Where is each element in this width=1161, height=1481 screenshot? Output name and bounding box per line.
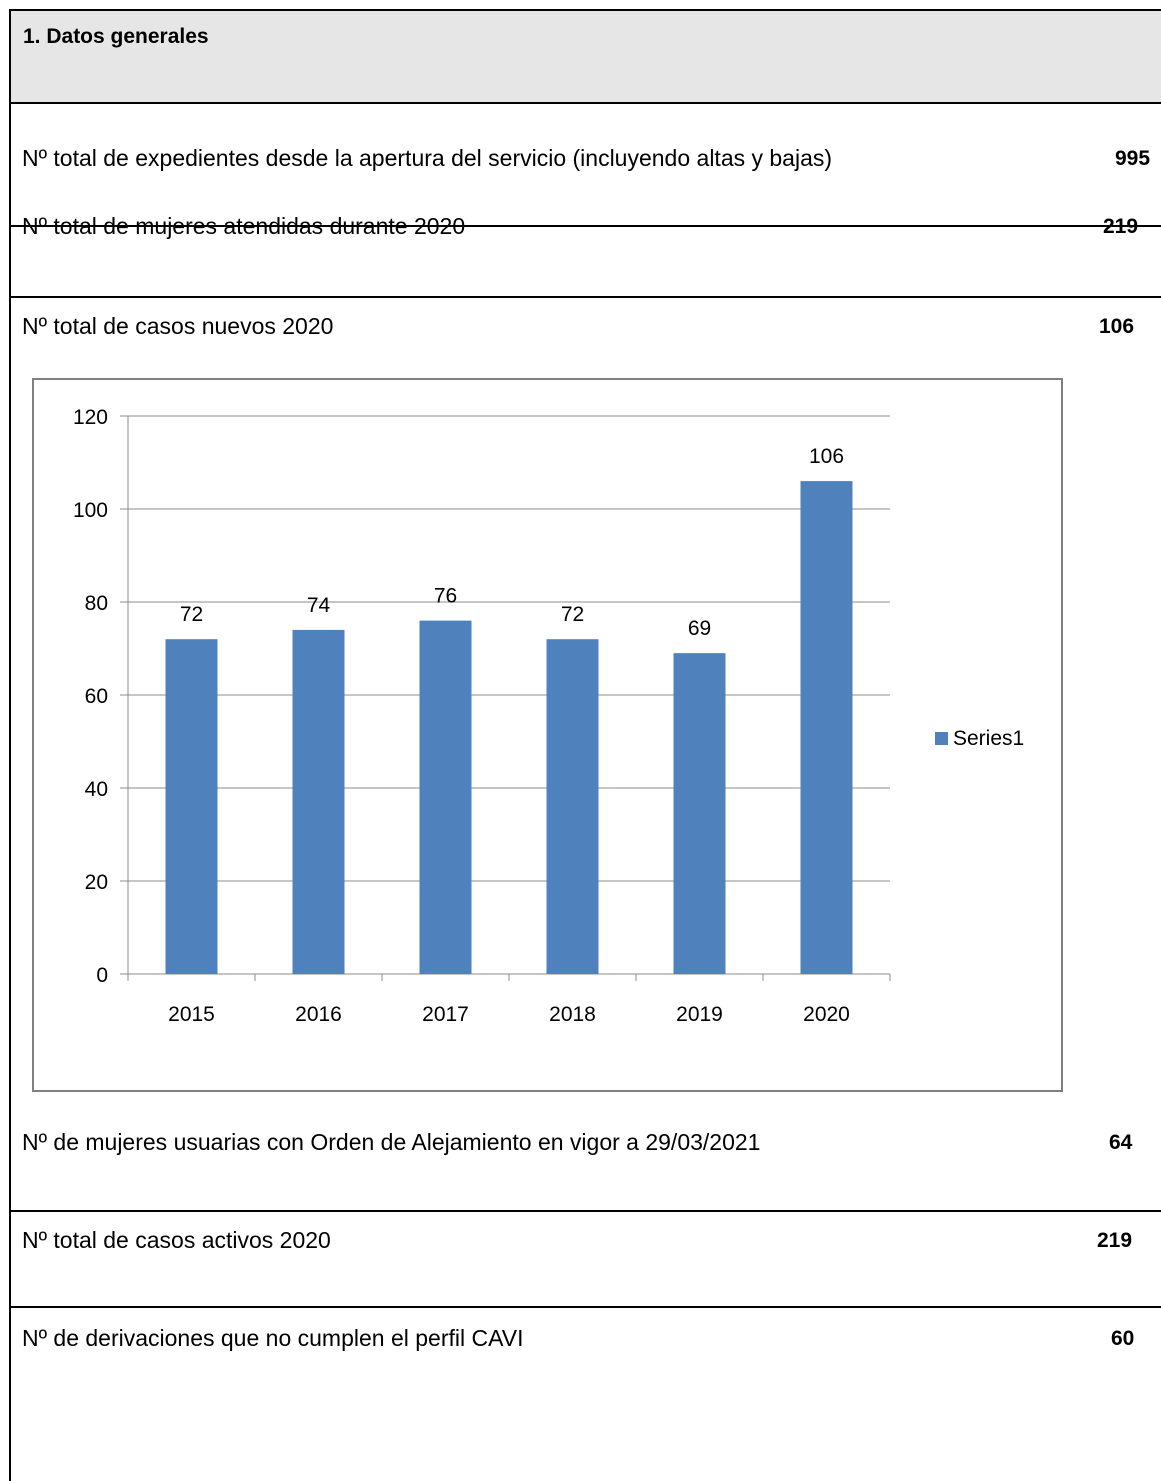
row-divider — [11, 1306, 1161, 1308]
row-divider — [11, 1210, 1161, 1212]
y-tick-label: 100 — [73, 499, 108, 522]
bar-chart: 0 20 40 60 80 100 120 72 2015 74 2016 76 2017 72 2018 6… — [32, 378, 1063, 1092]
y-tick-label: 0 — [96, 964, 108, 987]
x-tick-label-2020: 2020 — [803, 1003, 850, 1026]
y-tick-label: 120 — [73, 406, 108, 429]
row-label-casos-nuevos: Nº total de casos nuevos 2020 — [22, 313, 334, 339]
x-tick-label-2015: 2015 — [168, 1003, 215, 1026]
bar-2017 — [419, 620, 472, 974]
data-label-2016: 74 — [307, 594, 331, 617]
y-tick-label: 40 — [85, 778, 108, 801]
bar-2018 — [546, 639, 599, 974]
row-value-derivaciones: 60 — [1111, 1327, 1135, 1350]
data-label-2020: 106 — [809, 445, 844, 468]
legend-label: Series1 — [953, 727, 1024, 750]
bar-2019 — [673, 653, 726, 974]
x-tick-label-2018: 2018 — [549, 1003, 596, 1026]
row-divider — [11, 225, 1161, 227]
row-label-total-expedientes: Nº total de expedientes desde la apertur… — [22, 145, 833, 171]
row-divider — [11, 296, 1161, 298]
legend-swatch — [935, 732, 948, 745]
row-label-orden-alejamiento: Nº de mujeres usuarias con Orden de Alej… — [22, 1129, 761, 1155]
y-tick-label: 60 — [85, 685, 108, 708]
section-title: 1. Datos generales — [23, 25, 209, 48]
data-label-2015: 72 — [180, 603, 203, 626]
data-label-2019: 69 — [688, 617, 711, 640]
y-tick-label: 80 — [85, 592, 108, 615]
row-label-mujeres-atendidas: Nº total de mujeres atendidas durante 20… — [22, 213, 466, 239]
bar-2016 — [292, 629, 345, 974]
y-tick-label: 20 — [85, 871, 108, 894]
section-header: 1. Datos generales — [11, 11, 1161, 104]
x-tick-label-2017: 2017 — [422, 1003, 469, 1026]
row-value-casos-nuevos: 106 — [1099, 315, 1135, 338]
row-label-casos-activos: Nº total de casos activos 2020 — [22, 1227, 331, 1253]
row-label-derivaciones: Nº de derivaciones que no cumplen el per… — [22, 1325, 524, 1351]
row-value-orden-alejamiento: 64 — [1109, 1131, 1133, 1154]
data-label-2018: 72 — [561, 603, 584, 626]
row-value-casos-activos: 219 — [1097, 1229, 1133, 1252]
document-frame — [9, 9, 1161, 1481]
bar-2020 — [800, 481, 853, 974]
bar-2015 — [165, 639, 218, 974]
row-value-mujeres-atendidas: 219 — [1103, 215, 1139, 238]
chart-svg: 0 20 40 60 80 100 120 72 2015 74 2016 76 2017 72 2018 6… — [73, 406, 1024, 1026]
x-tick-label-2019: 2019 — [676, 1003, 723, 1026]
data-label-2017: 76 — [434, 585, 457, 608]
row-value-total-expedientes: 995 — [1115, 147, 1151, 170]
x-tick-label-2016: 2016 — [295, 1003, 342, 1026]
